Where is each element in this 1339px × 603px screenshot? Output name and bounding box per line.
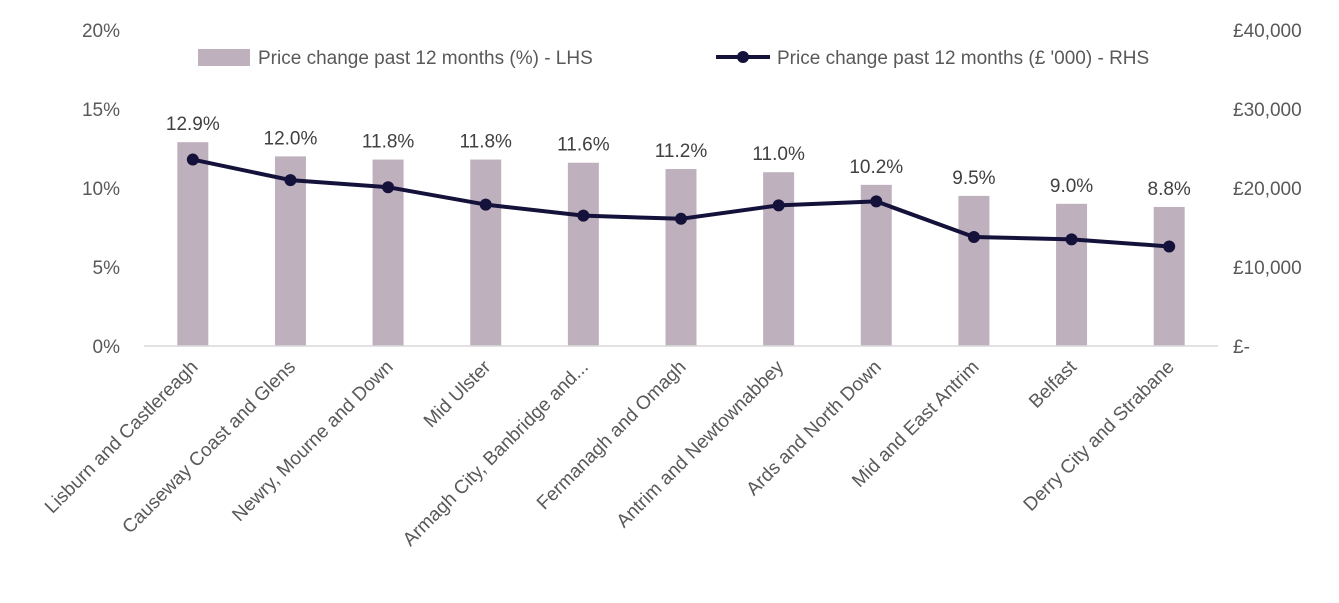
bar-data-label: 11.6% xyxy=(557,135,610,156)
legend-bar-swatch xyxy=(198,49,250,66)
bar xyxy=(1153,206,1185,346)
line-point xyxy=(382,181,395,194)
bar-data-label: 12.0% xyxy=(264,128,318,149)
legend: Price change past 12 months (%) - LHS Pr… xyxy=(198,48,1149,69)
right-y-axis: £- £10,000 £20,000 £30,000 £40,000 xyxy=(1233,21,1302,358)
bar xyxy=(177,142,209,346)
category-label: Belfast xyxy=(1025,356,1081,412)
bar xyxy=(665,169,697,346)
bar-data-label: 9.0% xyxy=(1050,176,1093,197)
legend-line-label: Price change past 12 months (£ '000) - R… xyxy=(777,48,1149,69)
line-point xyxy=(284,174,297,187)
left-y-tick-label: 15% xyxy=(82,100,120,121)
bar xyxy=(763,172,795,346)
line-point xyxy=(675,212,687,225)
bar-data-label: 11.8% xyxy=(459,132,512,153)
bar xyxy=(958,195,990,346)
line-point xyxy=(772,199,785,212)
bar-data-label: 12.9% xyxy=(166,114,220,135)
bar-data-label: 10.2% xyxy=(849,157,903,178)
line-point xyxy=(186,153,199,166)
bar-data-label: 11.8% xyxy=(362,132,415,153)
line-point xyxy=(1163,240,1176,253)
line-point xyxy=(1065,233,1078,246)
left-y-tick-label: 0% xyxy=(93,337,121,358)
bar-data-labels: 12.9% 12.0% 11.8% 11.8% 11.6% 11.2% 11.0% 10.2%… xyxy=(166,114,1191,200)
left-y-tick-label: 10% xyxy=(82,179,120,200)
category-label: Lisburn and Castlereagh xyxy=(41,357,202,518)
category-label: Newry, Mourne and Down xyxy=(228,357,397,526)
right-y-tick-label: £- xyxy=(1233,337,1250,358)
line-point xyxy=(577,209,590,222)
legend-line-marker xyxy=(737,51,749,63)
category-label: Mid Ulster xyxy=(420,356,496,432)
left-y-axis: 0% 5% 10% 15% 20% xyxy=(82,21,120,358)
left-y-tick-label: 5% xyxy=(93,258,121,279)
legend-bar-label: Price change past 12 months (%) - LHS xyxy=(258,48,593,69)
bar-data-label: 11.2% xyxy=(655,141,708,162)
bar xyxy=(274,156,306,346)
category-label: Causeway Coast and Glens xyxy=(119,357,300,538)
bar xyxy=(1056,203,1088,346)
left-y-tick-label: 20% xyxy=(82,21,120,42)
right-y-tick-label: £10,000 xyxy=(1233,258,1302,279)
line-point xyxy=(870,195,883,208)
right-y-tick-label: £40,000 xyxy=(1233,21,1302,42)
bar-data-label: 9.5% xyxy=(952,168,995,189)
bar-series xyxy=(177,142,1185,346)
bar xyxy=(470,159,502,346)
bar-data-label: 8.8% xyxy=(1148,179,1191,200)
line-series xyxy=(186,153,1176,253)
bar xyxy=(860,184,892,346)
right-y-tick-label: £20,000 xyxy=(1233,179,1302,200)
line-point xyxy=(967,230,980,243)
bar-data-label: 11.0% xyxy=(752,144,805,165)
category-label: Armagh City, Banbridge and... xyxy=(399,357,593,551)
category-label: Antrim and Newtownabbey xyxy=(613,356,789,532)
bar xyxy=(567,162,599,346)
right-y-tick-label: £30,000 xyxy=(1233,100,1302,121)
line-point xyxy=(479,198,492,211)
